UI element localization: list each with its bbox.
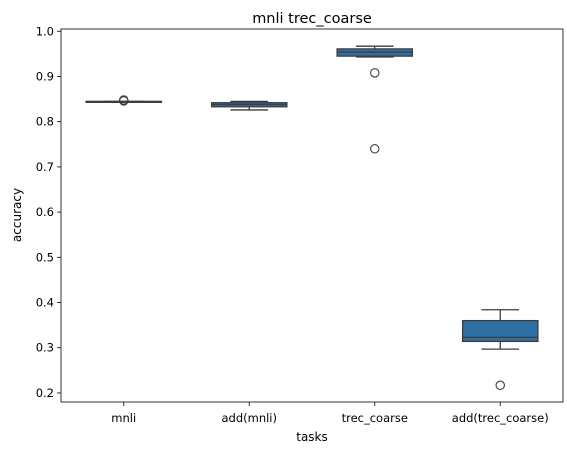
y-tick-label: 0.4 — [36, 296, 54, 310]
outlier-point — [369, 68, 380, 78]
outlier-point — [495, 380, 505, 391]
x-tick-label: trec_coarse — [342, 411, 408, 425]
plot-frame — [60, 28, 564, 403]
outlier-point — [119, 96, 129, 106]
y-tick-label: 1.0 — [36, 24, 54, 38]
box-3 — [461, 309, 539, 391]
y-tick-label: 0.9 — [36, 69, 54, 83]
y-tick-label: 0.6 — [36, 205, 54, 219]
box-1 — [210, 100, 288, 111]
y-tick-label: 0.5 — [36, 250, 54, 264]
x-tick-label: add(mnli) — [221, 411, 277, 425]
x-tick-label: add(trec_coarse) — [452, 411, 549, 425]
x-axis: mnli add(mnli) trec_coarse add(trec_coarse) — [111, 402, 549, 425]
outlier-point — [369, 144, 380, 154]
y-tick-label: 0.7 — [36, 160, 54, 174]
y-axis-label: accuracy — [10, 188, 24, 242]
x-axis-label: tasks — [296, 430, 328, 444]
chart-title: mnli trec_coarse — [252, 11, 372, 27]
y-axis: 0.2 0.3 0.4 0.5 0.6 0.7 0.8 0.9 1.0 — [36, 24, 61, 400]
boxes-layer — [85, 45, 539, 391]
iqr-box — [461, 319, 539, 343]
box-2 — [336, 45, 414, 154]
box-0 — [85, 95, 163, 106]
y-tick-label: 0.8 — [36, 115, 54, 129]
y-tick-label: 0.2 — [36, 386, 54, 400]
y-tick-label: 0.3 — [36, 341, 54, 355]
x-tick-label: mnli — [111, 411, 136, 425]
